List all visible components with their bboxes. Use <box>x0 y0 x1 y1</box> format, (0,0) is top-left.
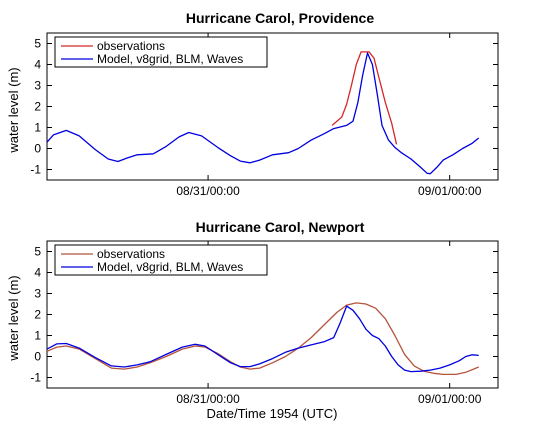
y-tick-label: 5 <box>34 37 41 51</box>
y-tick-label: 3 <box>34 79 41 93</box>
y-axis-label: water level (m) <box>6 275 21 361</box>
y-tick-label: 2 <box>34 308 41 322</box>
legend-label: Model, v8grid, BLM, Waves <box>97 260 243 274</box>
x-axis-label: Date/Time 1954 (UTC) <box>207 406 338 421</box>
y-tick-label: -1 <box>30 163 41 177</box>
y-axis-label: water level (m) <box>6 67 21 153</box>
legend-label: Model, v8grid, BLM, Waves <box>97 52 243 66</box>
y-tick-label: -1 <box>30 371 41 385</box>
series-line-observations <box>331 51 398 145</box>
y-tick-label: 4 <box>34 266 41 280</box>
x-tick-label: 08/31/00:00 <box>176 184 240 198</box>
y-tick-label: 3 <box>34 287 41 301</box>
legend-box <box>54 36 268 68</box>
panel-providence: Hurricane Carol, Providence water level … <box>6 10 499 198</box>
x-tick-label: 08/31/00:00 <box>176 392 240 406</box>
y-tick-label: 5 <box>34 245 41 259</box>
panel-newport: Hurricane Carol, Newport water level (m)… <box>6 219 499 406</box>
y-tick-label: 1 <box>34 121 41 135</box>
chart-title: Hurricane Carol, Newport <box>196 219 365 235</box>
y-tick-label: 1 <box>34 329 41 343</box>
y-tick-label: 2 <box>34 100 41 114</box>
y-tick-label: 4 <box>34 58 41 72</box>
y-tick-label: 0 <box>34 142 41 156</box>
series-line-observations <box>46 302 479 376</box>
legend-label: observations <box>97 247 165 261</box>
series-line-model <box>46 305 479 373</box>
series-line-model <box>46 52 480 175</box>
y-tick-label: 0 <box>34 350 41 364</box>
legend-box <box>54 244 268 276</box>
x-tick-label: 09/01/00:00 <box>418 392 482 406</box>
chart-title: Hurricane Carol, Providence <box>186 10 375 26</box>
legend-label: observations <box>97 39 165 53</box>
x-tick-label: 09/01/00:00 <box>418 184 482 198</box>
